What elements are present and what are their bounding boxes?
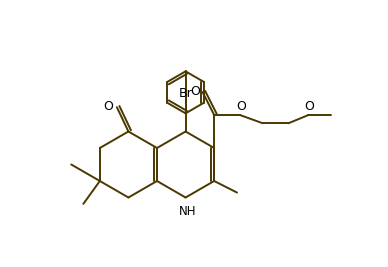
Text: O: O [236,100,246,113]
Text: NH: NH [179,205,196,218]
Text: O: O [103,100,113,113]
Text: Br: Br [179,87,192,100]
Text: O: O [305,100,314,113]
Text: O: O [191,85,201,98]
